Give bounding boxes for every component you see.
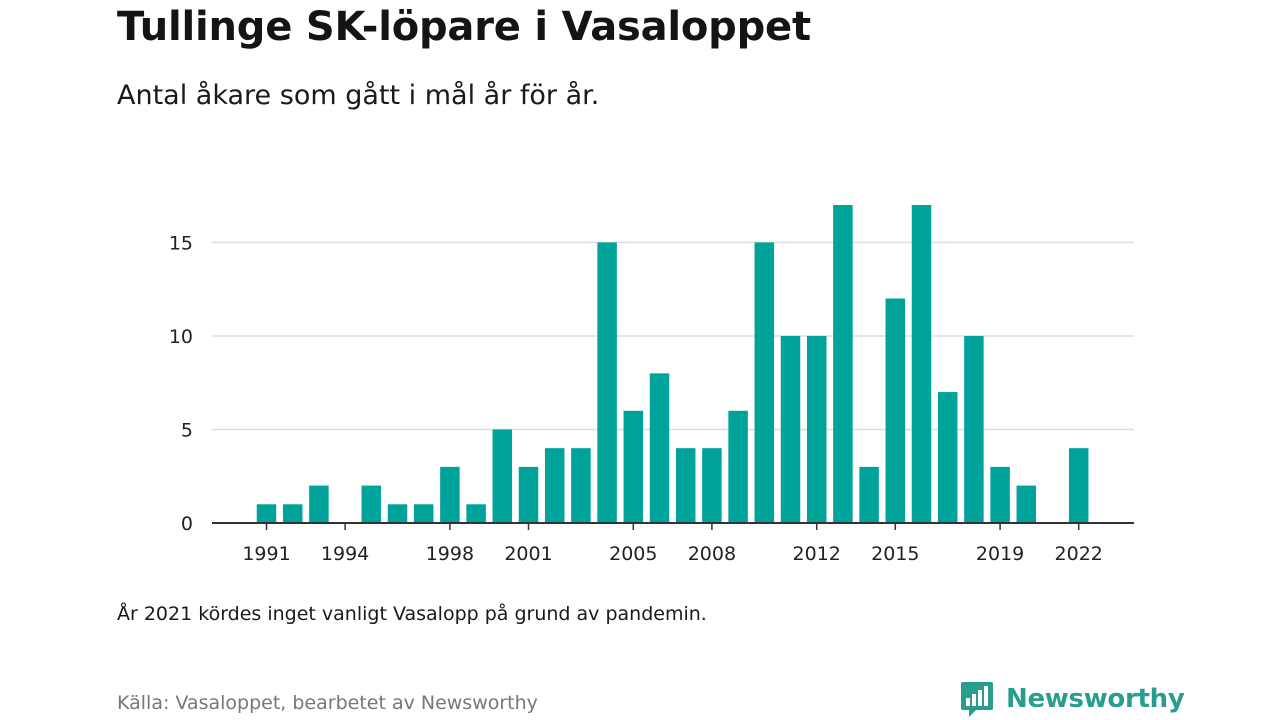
bar-2002	[544, 448, 565, 523]
bar-1993	[309, 485, 329, 523]
x-tick-label: 2012	[793, 543, 841, 565]
chart-subtitle: Antal åkare som gått i mål år för år.	[117, 80, 600, 111]
chart-title: Tullinge SK-löpare i Vasaloppet	[117, 4, 811, 50]
bar-2009	[728, 410, 748, 523]
x-tick-label: 2015	[871, 543, 919, 565]
bar-2006	[649, 373, 670, 523]
x-tick-label: 2008	[688, 543, 736, 565]
x-tick-label: 1991	[242, 543, 290, 565]
bar-2000	[492, 429, 513, 523]
source-text: Källa: Vasaloppet, bearbetet av Newswort…	[117, 692, 538, 714]
bar-2007	[675, 448, 696, 523]
y-tick-label: 15	[169, 232, 193, 254]
y-tick-label: 0	[181, 513, 193, 535]
x-tick-label: 2005	[609, 543, 657, 565]
bar-2011	[780, 335, 801, 523]
bar-2018	[964, 335, 984, 523]
y-tick-label: 5	[181, 419, 193, 441]
bar-chart-speech-bubble-icon	[961, 682, 993, 717]
bar-2010	[754, 242, 775, 524]
bar-2012	[806, 335, 827, 523]
bar-2019	[990, 466, 1010, 523]
bar-2003	[571, 448, 591, 523]
bar-2020	[1016, 485, 1037, 523]
bar-2022	[1068, 448, 1089, 523]
x-tick-label: 1998	[426, 543, 474, 565]
bar-2015	[885, 298, 906, 523]
bar-2004	[597, 242, 617, 524]
bar-2017	[937, 392, 958, 523]
bar-chart: 0 5 10 15 1991 1994 1998 2001 2005 2008 2012 2015 20…	[169, 205, 1134, 565]
newsworthy-logo: Newsworthy	[960, 680, 1185, 718]
bar-1998	[440, 466, 460, 523]
x-tick-label: 2022	[1055, 543, 1103, 565]
x-tick-label: 2019	[976, 543, 1024, 565]
bar-2016	[911, 205, 932, 523]
bar-1992	[282, 504, 303, 523]
bar-1991	[256, 504, 277, 523]
bar-2008	[702, 448, 722, 523]
x-tick-label: 1994	[321, 543, 369, 565]
bar-1999	[466, 504, 486, 523]
bar-2014	[859, 466, 879, 523]
bar-1997	[413, 504, 434, 523]
bar-1995	[361, 485, 382, 523]
bar-2013	[833, 205, 853, 523]
chart-note: År 2021 kördes inget vanligt Vasalopp på…	[117, 603, 707, 625]
x-tick-label: 2001	[504, 543, 552, 565]
y-tick-label: 10	[169, 326, 193, 348]
brand-name: Newsworthy	[1006, 684, 1185, 714]
bar-1996	[387, 504, 408, 523]
bar-2001	[518, 466, 539, 523]
bar-2005	[623, 410, 644, 523]
